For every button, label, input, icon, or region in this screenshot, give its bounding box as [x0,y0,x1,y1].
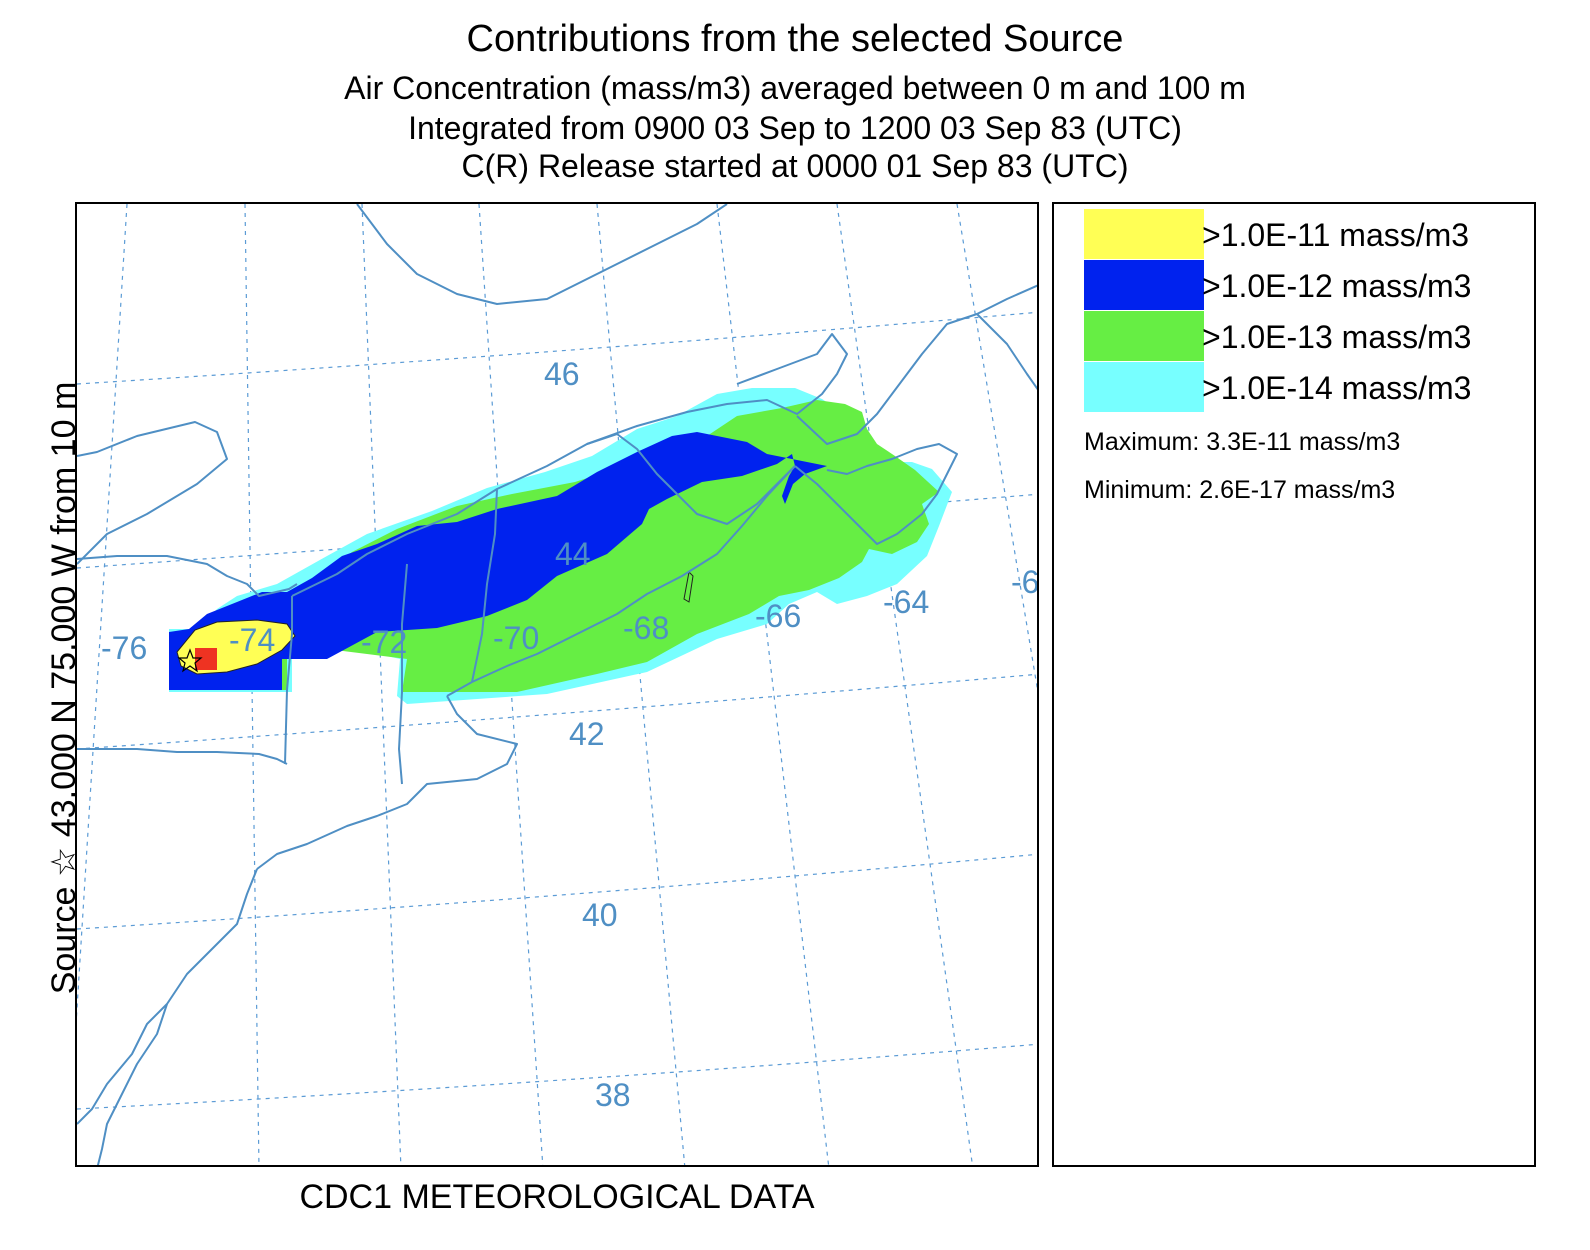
subtitle-averaging: Air Concentration (mass/m3) averaged bet… [344,70,1246,106]
subtitle-integration: Integrated from 0900 03 Sep to 1200 03 S… [408,110,1182,146]
coast-chesapeake [96,1003,168,1165]
lon-label-62: -62 [1011,564,1039,600]
legend-swatch-yellow [1084,209,1204,259]
lat-label-40: 40 [582,897,618,933]
coast-st-lawrence [291,333,848,597]
source-star-marker [177,648,203,673]
legend-label: >1.0E-12 mass/m3 [1202,268,1472,304]
lon-gridline-72 [361,204,402,1165]
legend-label: >1.0E-14 mass/m3 [1202,370,1472,406]
lon-label-68: -68 [623,610,670,646]
coastlines [77,204,1037,1165]
coast-great-lakes [77,421,228,565]
coast-new-england [256,695,518,870]
lon-gridline-68 [596,204,686,1165]
coast-mid-atlantic [77,868,258,1125]
contour-1e12 [169,432,827,690]
lat-label-46: 46 [544,356,580,392]
lat-label-42: 42 [569,716,605,752]
border-ny-pa [77,748,288,765]
latitude-gridlines [77,311,1037,1110]
chart-title: Contributions from the selected Source [466,18,1124,60]
minimum-value: Minimum: 2.6E-17 mass/m3 [1084,476,1396,504]
lon-label-64: -64 [883,584,930,620]
lon-gridline-76 [77,204,128,1018]
lon-label-74: -74 [229,622,276,658]
border-me-nb [586,433,796,525]
lon-label-72: -72 [361,624,408,660]
maximum-cell [195,648,217,670]
longitude-gridlines [77,204,1037,1165]
legend-label: >1.0E-11 mass/m3 [1202,217,1470,253]
lon-gridline-74 [244,204,260,1165]
legend-swatch-blue [1084,260,1204,310]
contour-outline [176,570,694,675]
lat-label-44: 44 [555,536,591,572]
lat-label-38: 38 [595,1077,631,1113]
lon-gridline-62 [956,204,1037,691]
legend-swatch-cyan [1084,362,1204,412]
coast-lake-ontario [77,555,298,597]
border-vt-nh [398,563,408,785]
legend-label: >1.0E-13 mass/m3 [1202,319,1472,355]
subtitle-release: C(R) Release started at 0000 01 Sep 83 (… [461,148,1129,184]
coast-quebec-north [356,204,728,305]
lon-label-76: -76 [101,630,148,666]
lon-label-66: -66 [755,598,802,634]
border-nh-me [471,488,498,683]
lon-gridline-64 [836,204,974,1165]
concentration-map[interactable]: 46 44 42 40 38 -76 -74 -72 -70 -68 -66 -… [75,202,1039,1167]
map-canvas [77,204,1037,1165]
coast-maine [446,465,796,697]
meteorological-data-label: CDC1 METEOROLOGICAL DATA [299,1178,815,1216]
coast-nova-scotia [794,443,958,545]
border-ny-vt [284,596,293,765]
coast-gulf-st-lawrence [796,284,1037,445]
lon-label-70: -70 [493,620,540,656]
lon-gridline-66 [716,204,830,1165]
lat-gridline-40 [77,853,1037,930]
maximum-value: Maximum: 3.3E-11 mass/m3 [1084,428,1401,456]
coast-newfoundland [976,313,1037,391]
lat-gridline-38 [77,1043,1037,1110]
legend-swatch-green [1084,311,1204,361]
legend-panel: >1.0E-11 mass/m3 >1.0E-12 mass/m3 >1.0E-… [1052,202,1536,1167]
